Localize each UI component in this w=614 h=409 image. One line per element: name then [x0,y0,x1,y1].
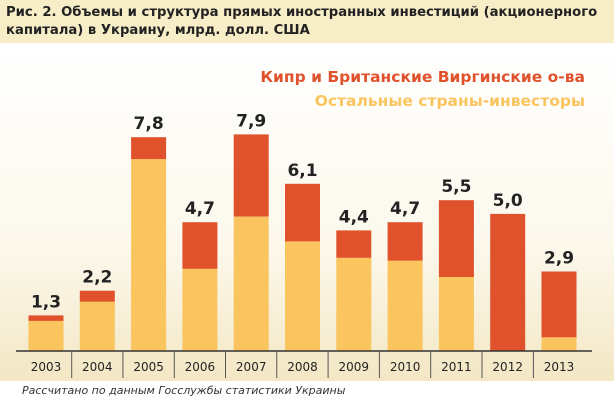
legend-item-other-countries: Остальные страны-инвесторы [315,92,585,110]
legend: Кипр и Британские Виргинские о-ва Осталь… [260,68,585,110]
bar-segment-other-2007 [233,216,269,351]
x-tick-label-2013: 2013 [544,360,575,374]
bar-segment-cyprus-bvi-2006 [182,222,218,269]
data-label-2007: 7,9 [236,111,266,131]
bar-segment-other-2011 [438,277,474,351]
bar-segment-other-2003 [28,320,64,351]
bar-segment-cyprus-bvi-2013 [541,271,577,338]
bar-segment-other-2013 [541,337,577,351]
bar-segment-cyprus-bvi-2012 [490,213,526,351]
bar-segment-cyprus-bvi-2003 [28,315,64,321]
x-tick-label-2006: 2006 [185,360,216,374]
bar-segment-cyprus-bvi-2011 [438,200,474,277]
data-label-2006: 4,7 [185,199,215,219]
title-banner: Рис. 2. Объемы и структура прямых иностр… [0,0,614,43]
bar-segment-other-2008 [285,241,320,351]
x-tick-label-2008: 2008 [287,360,318,374]
chart-title: Рис. 2. Объемы и структура прямых иностр… [6,5,598,38]
x-tick-label-2007: 2007 [236,360,267,374]
legend-item-cyprus-bvi: Кипр и Британские Виргинские о-ва [260,68,585,86]
data-label-2005: 7,8 [134,114,164,134]
data-label-2004: 2,2 [82,268,112,288]
bar-segment-cyprus-bvi-2004 [79,290,115,302]
data-label-2013: 2,9 [544,249,574,269]
data-label-2012: 5,0 [493,191,523,211]
bar-segment-cyprus-bvi-2007 [233,134,269,217]
bar-segment-other-2009 [336,257,372,351]
bars: 1,3 2,2 7,8 4,7 7,9 6,1 4,4 4,7 5,5 5,0 2,9 [28,111,577,351]
bar-segment-cyprus-bvi-2010 [387,222,423,261]
data-label-2008: 6,1 [287,161,317,181]
data-label-2010: 4,7 [390,199,420,219]
x-axis-ticks: 2003 2004 2005 2006 2007 2008 2009 2010 2011 2012… [31,351,575,378]
bar-segment-cyprus-bvi-2005 [131,137,167,160]
bar-segment-other-2006 [182,268,218,351]
x-tick-label-2004: 2004 [82,360,113,374]
x-tick-label-2003: 2003 [31,360,62,374]
bar-segment-other-2004 [79,301,115,351]
x-tick-label-2011: 2011 [441,360,472,374]
bar-segment-cyprus-bvi-2008 [285,183,320,242]
x-tick-label-2009: 2009 [339,360,370,374]
data-label-2011: 5,5 [441,177,471,197]
x-tick-label-2010: 2010 [390,360,421,374]
bar-segment-other-2005 [131,159,167,351]
data-label-2009: 4,4 [339,207,369,227]
bar-segment-cyprus-bvi-2009 [336,230,372,258]
x-tick-label-2012: 2012 [492,360,523,374]
data-label-2003: 1,3 [31,292,61,312]
bar-segment-other-2010 [387,260,423,351]
source-note: Рассчитано по данным Госслужбы статистик… [22,384,346,397]
x-tick-label-2005: 2005 [133,360,164,374]
